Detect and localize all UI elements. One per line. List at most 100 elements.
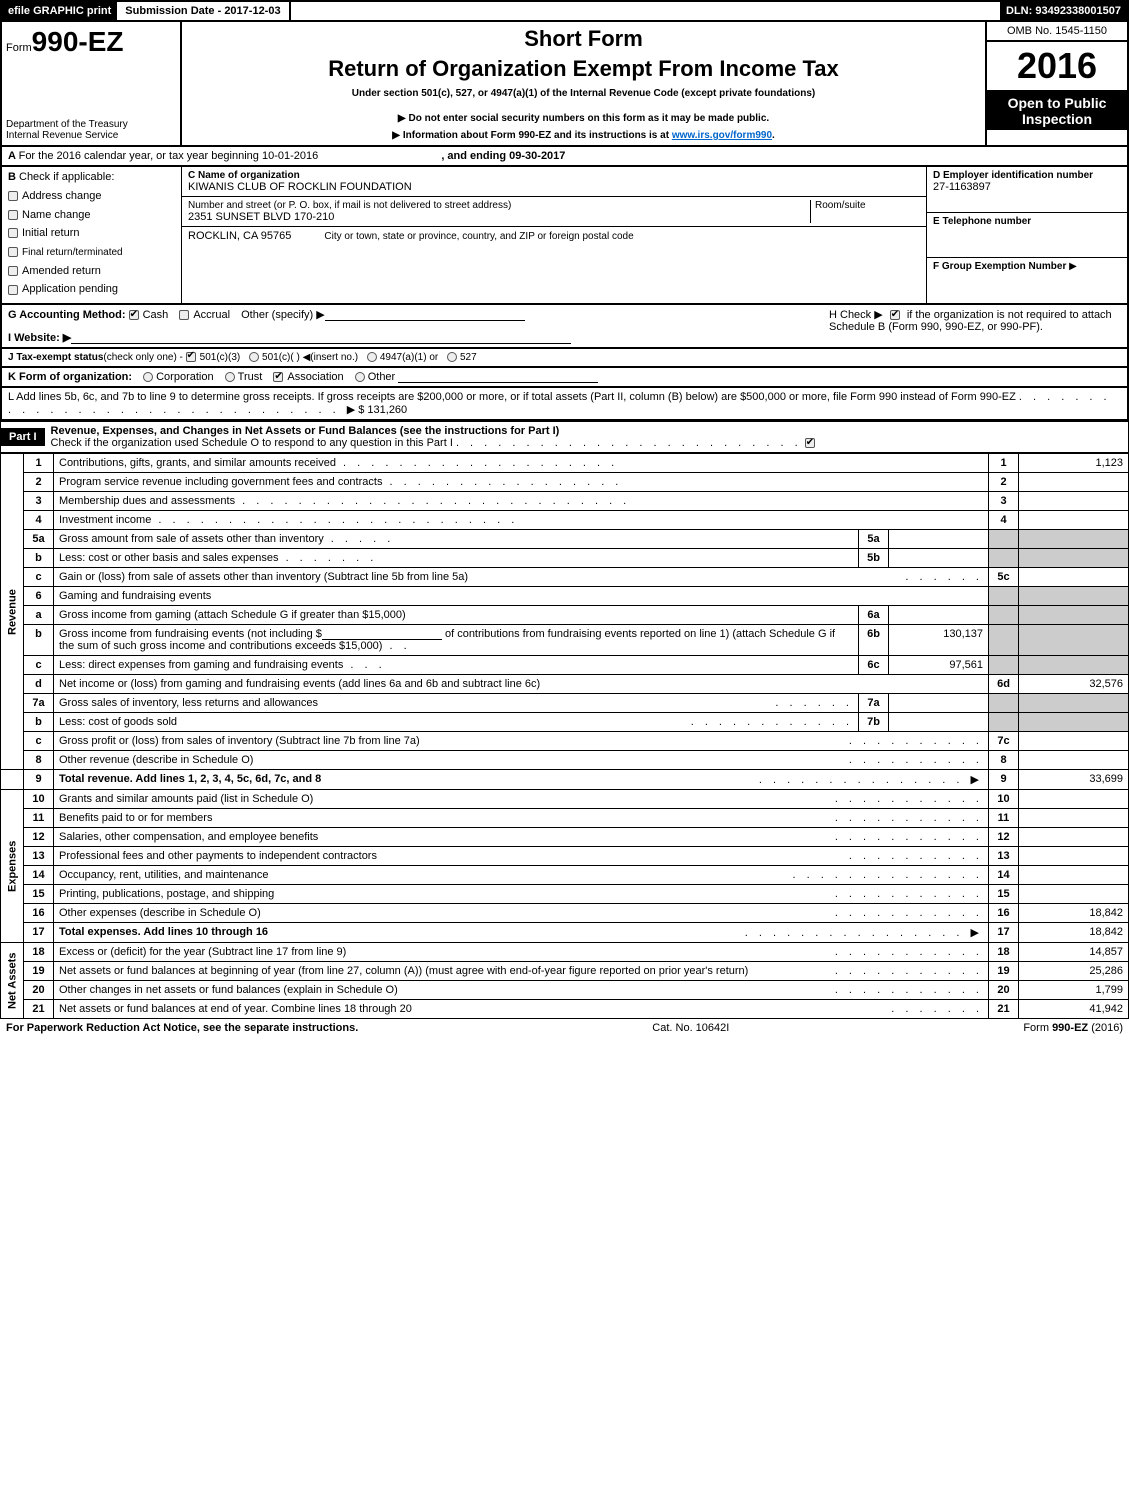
irs-link[interactable]: www.irs.gov/form990	[672, 130, 772, 141]
l3-text: Membership dues and assessments	[59, 495, 235, 507]
opt-name-change: Name change	[22, 209, 91, 221]
ending-text: , and ending 09-30-2017	[441, 150, 565, 162]
rad-other[interactable]	[355, 372, 365, 382]
j-527: 527	[460, 352, 477, 363]
l12-text: Salaries, other compensation, and employ…	[59, 831, 318, 843]
l5a-num: 5a	[24, 530, 54, 549]
l14-num: 14	[24, 866, 54, 885]
header-right: OMB No. 1545-1150 2016 Open to Public In…	[987, 22, 1127, 145]
l7b-text: Less: cost of goods sold	[59, 716, 177, 728]
footer: For Paperwork Reduction Act Notice, see …	[0, 1019, 1129, 1037]
k-assoc: Association	[287, 371, 343, 383]
info-grid: B Check if applicable: Address change Na…	[0, 167, 1129, 305]
opt-app-pending: Application pending	[22, 283, 118, 295]
side-expenses: Expenses	[1, 790, 24, 943]
l18-text: Excess or (deficit) for the year (Subtra…	[59, 946, 346, 958]
l6b-blank[interactable]	[322, 628, 442, 640]
g-other-line[interactable]	[325, 309, 525, 321]
l17-amt: 18,842	[1019, 923, 1129, 943]
rad-4947[interactable]	[367, 352, 377, 362]
section-j: J Tax-exempt status(check only one) - 50…	[0, 349, 1129, 368]
chk-initial-return[interactable]	[8, 228, 18, 238]
l14-text: Occupancy, rent, utilities, and maintena…	[59, 869, 269, 881]
l7b-shade	[989, 713, 1019, 732]
chk-assoc[interactable]	[273, 372, 283, 382]
l16-num: 16	[24, 904, 54, 923]
l7b-num: b	[24, 713, 54, 732]
l3-amt	[1019, 492, 1129, 511]
rad-527[interactable]	[447, 352, 457, 362]
j-suffix: (check only one) -	[103, 352, 182, 363]
info-note-prefix: Information about Form 990-EZ and its in…	[392, 130, 672, 141]
chk-address-change[interactable]	[8, 191, 18, 201]
l6-shade	[989, 587, 1019, 606]
l1-num: 1	[24, 454, 54, 473]
form-number: Form990-EZ	[6, 26, 176, 58]
l13-rn: 13	[989, 847, 1019, 866]
l11-amt	[1019, 809, 1129, 828]
l5c-rn: 5c	[989, 568, 1019, 587]
j-501c3: 501(c)(3)	[200, 352, 241, 363]
chk-name-change[interactable]	[8, 210, 18, 220]
j-label: J Tax-exempt status	[8, 352, 103, 363]
l-arrow-icon: ▶	[347, 404, 355, 416]
l6b-innum: 6b	[859, 625, 889, 656]
l17-num: 17	[24, 923, 54, 943]
room-label: Room/suite	[815, 200, 920, 211]
footer-left: For Paperwork Reduction Act Notice, see …	[6, 1022, 358, 1034]
l21-num: 21	[24, 1000, 54, 1019]
org-city: ROCKLIN, CA 95765	[188, 230, 291, 242]
l5b-innum: 5b	[859, 549, 889, 568]
l5c-amt	[1019, 568, 1129, 587]
l7c-amt	[1019, 732, 1129, 751]
l2-num: 2	[24, 473, 54, 492]
l9-text: Total revenue. Add lines 1, 2, 3, 4, 5c,…	[59, 773, 321, 785]
chk-amended[interactable]	[8, 266, 18, 276]
k-label: K Form of organization:	[8, 371, 132, 383]
l1-rn: 1	[989, 454, 1019, 473]
l1-amt: 1,123	[1019, 454, 1129, 473]
l10-amt	[1019, 790, 1129, 809]
l16-amt: 18,842	[1019, 904, 1129, 923]
chk-schedule-b[interactable]	[890, 310, 900, 320]
l10-text: Grants and similar amounts paid (list in…	[59, 793, 313, 805]
check-if-label: Check if applicable:	[19, 171, 114, 183]
k-other-line[interactable]	[398, 371, 598, 383]
l6d-amt: 32,576	[1019, 675, 1129, 694]
opt-final-return: Final return/terminated	[22, 247, 123, 258]
rad-corp[interactable]	[143, 372, 153, 382]
chk-app-pending[interactable]	[8, 285, 18, 295]
website-line[interactable]	[71, 332, 571, 344]
l5b-shade	[989, 549, 1019, 568]
l4-text: Investment income	[59, 514, 151, 526]
l21-rn: 21	[989, 1000, 1019, 1019]
rad-501c[interactable]	[249, 352, 259, 362]
part-1-dots: . . . . . . . . . . . . . . . . . . . . …	[456, 437, 802, 449]
chk-accrual[interactable]	[179, 310, 189, 320]
form-number-text: 990-EZ	[32, 26, 124, 57]
l6c-innum: 6c	[859, 656, 889, 675]
l6d-num: d	[24, 675, 54, 694]
chk-schedule-o[interactable]	[805, 438, 815, 448]
k-corp: Corporation	[156, 371, 213, 383]
chk-cash[interactable]	[129, 310, 139, 320]
section-b: B Check if applicable: Address change Na…	[2, 167, 182, 303]
chk-501c3[interactable]	[186, 352, 196, 362]
l12-rn: 12	[989, 828, 1019, 847]
l8-num: 8	[24, 751, 54, 770]
l6b-text1: Gross income from fundraising events (no…	[59, 628, 322, 640]
part-1-check-text: Check if the organization used Schedule …	[51, 437, 453, 449]
rad-trust[interactable]	[225, 372, 235, 382]
info-note-suffix: .	[772, 130, 775, 141]
footer-cat-no: Cat. No. 10642I	[652, 1022, 729, 1034]
l4-amt	[1019, 511, 1129, 530]
l6a-text: Gross income from gaming (attach Schedul…	[59, 609, 406, 621]
dept-treasury: Department of the Treasury Internal Reve…	[6, 119, 176, 141]
section-a: A For the 2016 calendar year, or tax yea…	[0, 147, 1129, 167]
l6a-inamt	[889, 606, 989, 625]
l15-text: Printing, publications, postage, and shi…	[59, 888, 274, 900]
l7b-innum: 7b	[859, 713, 889, 732]
l9-num: 9	[24, 770, 54, 790]
l8-rn: 8	[989, 751, 1019, 770]
chk-final-return[interactable]	[8, 247, 18, 257]
